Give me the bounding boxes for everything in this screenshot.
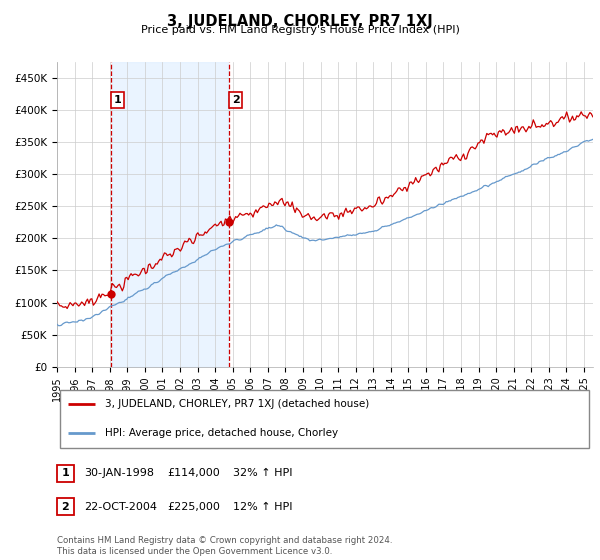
Text: 30-JAN-1998: 30-JAN-1998 bbox=[85, 468, 155, 478]
Text: 3, JUDELAND, CHORLEY, PR7 1XJ: 3, JUDELAND, CHORLEY, PR7 1XJ bbox=[167, 14, 433, 29]
Text: Price paid vs. HM Land Registry's House Price Index (HPI): Price paid vs. HM Land Registry's House … bbox=[140, 25, 460, 35]
FancyBboxPatch shape bbox=[59, 390, 589, 447]
Text: £114,000: £114,000 bbox=[167, 468, 220, 478]
Text: 32% ↑ HPI: 32% ↑ HPI bbox=[233, 468, 292, 478]
Text: £225,000: £225,000 bbox=[167, 502, 220, 512]
Text: 2: 2 bbox=[232, 95, 240, 105]
Text: 22-OCT-2004: 22-OCT-2004 bbox=[85, 502, 158, 512]
Text: 3, JUDELAND, CHORLEY, PR7 1XJ (detached house): 3, JUDELAND, CHORLEY, PR7 1XJ (detached … bbox=[105, 399, 370, 409]
Text: 2: 2 bbox=[62, 502, 69, 512]
Text: Contains HM Land Registry data © Crown copyright and database right 2024.
This d: Contains HM Land Registry data © Crown c… bbox=[57, 536, 392, 556]
Text: 12% ↑ HPI: 12% ↑ HPI bbox=[233, 502, 292, 512]
Text: 1: 1 bbox=[114, 95, 121, 105]
Text: 1: 1 bbox=[62, 468, 69, 478]
Text: HPI: Average price, detached house, Chorley: HPI: Average price, detached house, Chor… bbox=[105, 428, 338, 438]
